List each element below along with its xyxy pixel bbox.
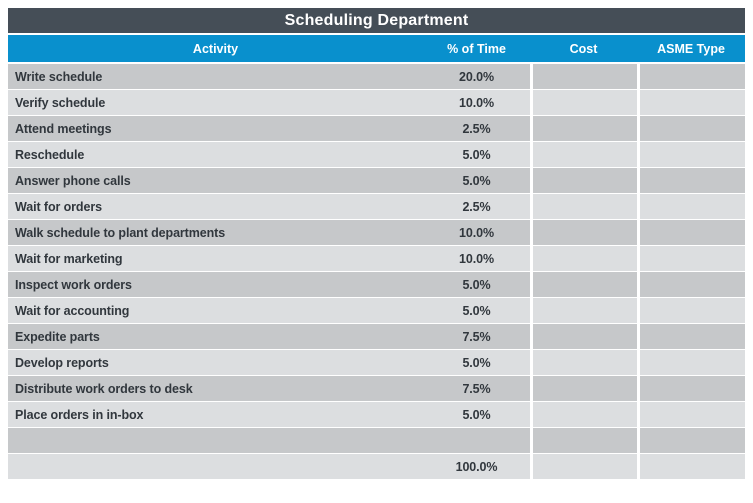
pct-of-time-cell: 7.5%: [462, 381, 491, 396]
activity-cell: Expedite parts: [15, 329, 100, 344]
activity-cell: Answer phone calls: [15, 173, 131, 188]
activity-cell: Place orders in in-box: [15, 407, 144, 422]
cost-cell: [530, 90, 637, 115]
cost-cell: [530, 272, 637, 297]
pct-of-time-cell: 20.0%: [459, 69, 494, 84]
pct-of-time-cell: 5.0%: [462, 303, 491, 318]
pct-of-time-cell: 2.5%: [462, 199, 491, 214]
asme-type-cell: [637, 116, 745, 141]
asme-type-cell: [637, 428, 745, 453]
column-header-activity: Activity: [192, 41, 239, 56]
activity-cell: Inspect work orders: [15, 277, 132, 292]
table-row: Reschedule 5.0%: [8, 142, 745, 168]
cost-cell: [530, 402, 637, 427]
table-row: Place orders in in-box 5.0%: [8, 402, 745, 428]
asme-type-cell: [637, 298, 745, 323]
cost-cell: [530, 428, 637, 453]
asme-type-cell: [637, 64, 745, 89]
asme-type-cell: [637, 142, 745, 167]
activity-cell: Attend meetings: [15, 121, 112, 136]
table-row: Distribute work orders to desk 7.5%: [8, 376, 745, 402]
asme-type-cell: [637, 272, 745, 297]
table-row: Develop reports 5.0%: [8, 350, 745, 376]
cost-cell: [530, 116, 637, 141]
table-title: Scheduling Department: [284, 11, 469, 29]
activity-cell: Verify schedule: [15, 95, 106, 110]
asme-type-cell: [637, 350, 745, 375]
spacer-row: [8, 428, 745, 454]
pct-of-time-cell: 5.0%: [462, 355, 491, 370]
pct-of-time-cell: 10.0%: [459, 225, 494, 240]
table-row: Write schedule 20.0%: [8, 64, 745, 90]
pct-of-time-cell: 10.0%: [459, 251, 494, 266]
table-body: Write schedule 20.0% Verify schedule 10.0% A…: [8, 64, 745, 480]
table-row: Expedite parts 7.5%: [8, 324, 745, 350]
asme-type-cell: [637, 376, 745, 401]
table-row: Wait for accounting 5.0%: [8, 298, 745, 324]
pct-of-time-cell: 2.5%: [462, 121, 491, 136]
activity-cell: Distribute work orders to desk: [15, 381, 193, 396]
cost-cell: [530, 194, 637, 219]
cost-cell: [530, 168, 637, 193]
pct-of-time-cell: 5.0%: [462, 407, 491, 422]
table-title-bar: Scheduling Department: [8, 8, 745, 33]
activity-cell: Walk schedule to plant departments: [15, 225, 226, 240]
asme-type-cell: [637, 220, 745, 245]
activity-cell: Wait for accounting: [15, 303, 130, 318]
asme-type-cell: [637, 194, 745, 219]
table-row: Walk schedule to plant departments 10.0%: [8, 220, 745, 246]
pct-of-time-cell: 5.0%: [462, 147, 491, 162]
column-header-pct-of-time: % of Time: [447, 41, 506, 56]
activity-cell: Write schedule: [15, 69, 103, 84]
cost-cell: [530, 142, 637, 167]
cost-cell: [530, 298, 637, 323]
asme-type-cell: [637, 454, 745, 479]
total-row: 100.0%: [8, 454, 745, 480]
cost-cell: [530, 376, 637, 401]
asme-type-cell: [637, 90, 745, 115]
column-header-cost: Cost: [569, 41, 598, 56]
table-row: Answer phone calls 5.0%: [8, 168, 745, 194]
cost-cell: [530, 64, 637, 89]
activity-cell: Wait for marketing: [15, 251, 123, 266]
asme-type-cell: [637, 402, 745, 427]
column-header-asme-type: ASME Type: [657, 41, 725, 56]
pct-of-time-cell: 5.0%: [462, 173, 491, 188]
activity-cell: Reschedule: [15, 147, 85, 162]
activity-cell: Wait for orders: [15, 199, 102, 214]
table-row: Wait for orders 2.5%: [8, 194, 745, 220]
cost-cell: [530, 454, 637, 479]
table-header-row: Activity % of Time Cost ASME Type: [8, 35, 745, 62]
pct-of-time-cell: 7.5%: [462, 329, 491, 344]
cost-cell: [530, 220, 637, 245]
table-row: Attend meetings 2.5%: [8, 116, 745, 142]
cost-cell: [530, 350, 637, 375]
table-row: Inspect work orders 5.0%: [8, 272, 745, 298]
asme-type-cell: [637, 324, 745, 349]
scheduling-department-table: Scheduling Department Activity % of Time…: [8, 8, 745, 480]
pct-of-time-cell: 5.0%: [462, 277, 491, 292]
pct-of-time-cell: 100.0%: [455, 459, 498, 474]
cost-cell: [530, 246, 637, 271]
table-row: Wait for marketing 10.0%: [8, 246, 745, 272]
activity-cell: Develop reports: [15, 355, 109, 370]
asme-type-cell: [637, 246, 745, 271]
asme-type-cell: [637, 168, 745, 193]
pct-of-time-cell: 10.0%: [459, 95, 494, 110]
cost-cell: [530, 324, 637, 349]
table-row: Verify schedule 10.0%: [8, 90, 745, 116]
